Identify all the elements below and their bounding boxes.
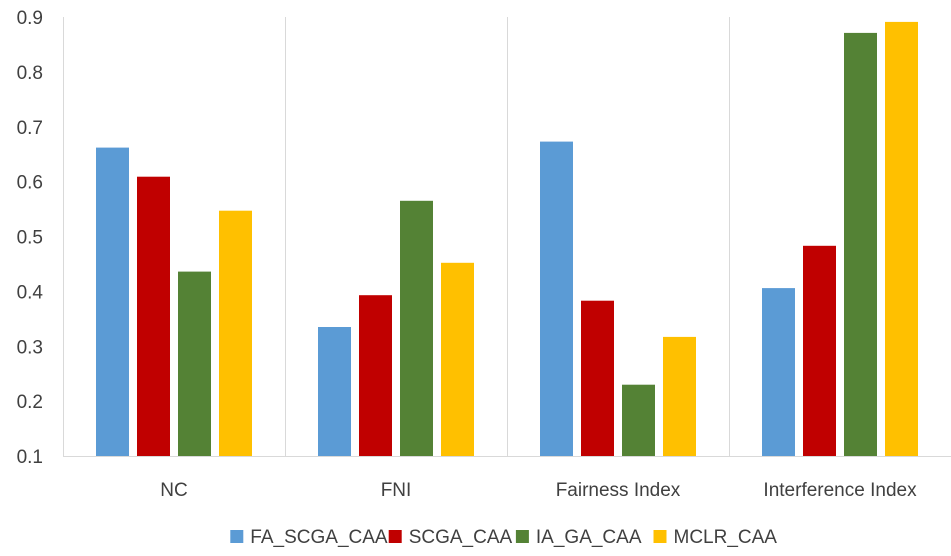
y-tick-label: 0.8 [17,63,43,84]
bar-ia-ga-caa [400,200,433,456]
legend-swatch [388,530,402,543]
legend-swatch [653,530,667,543]
bar-mclr-caa [885,21,918,457]
y-tick-label: 0.1 [17,447,43,468]
bar-mclr-caa [219,210,252,456]
bar-ia-ga-caa [622,384,655,456]
legend-swatch [515,530,529,543]
bar-ia-ga-caa [844,32,877,457]
x-tick-label: NC [160,480,187,501]
bar-fa-scga-caa [96,147,129,456]
bars [96,21,918,457]
x-tick-label: Interference Index [763,480,917,501]
bar-ia-ga-caa [178,271,211,456]
y-tick-label: 0.4 [17,282,44,303]
bar-fa-scga-caa [540,141,573,456]
x-tick-label: Fairness Index [556,480,681,501]
y-tick-label: 0.7 [17,118,43,139]
bar-scga-caa [359,295,392,456]
bar-scga-caa [137,176,170,456]
bar-fa-scga-caa [318,327,351,456]
y-tick-label: 0.2 [17,392,43,413]
legend-swatch [230,530,244,543]
bar-fa-scga-caa [762,288,795,456]
legend-label: FA_SCGA_CAA [250,527,388,548]
bar-mclr-caa [441,262,474,456]
y-tick-label: 0.9 [17,8,43,29]
y-tick-label: 0.5 [17,228,43,249]
y-tick-label: 0.6 [17,173,43,194]
bar-scga-caa [581,300,614,456]
grid [63,17,730,456]
legend-label: MCLR_CAA [674,527,778,548]
y-tick-label: 0.3 [17,337,43,358]
bar-mclr-caa [663,336,696,456]
x-tick-label: FNI [381,480,412,501]
legend: FA_SCGA_CAA SCGA_CAA IA_GA_CAA MCLR_CAA [230,527,777,548]
axes: 0.1 0.2 0.3 0.4 0.5 0.6 0.7 0.8 0.9 NC FNI Fairness… [17,8,951,501]
legend-label: IA_GA_CAA [536,527,642,548]
bar-scga-caa [803,245,836,456]
legend-label: SCGA_CAA [409,527,513,548]
